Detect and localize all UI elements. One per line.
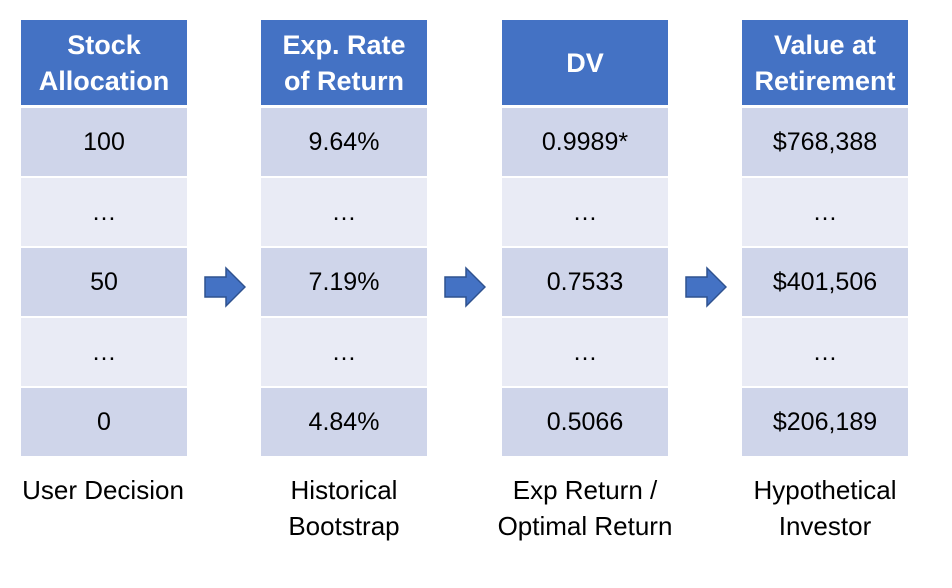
table-cell: …: [502, 178, 668, 248]
value-at-retirement-column: Value at Retirement $768,388 … $401,506 …: [742, 20, 908, 458]
column-header: DV: [502, 20, 668, 108]
table-cell: $401,506: [742, 248, 908, 318]
table-cell: …: [742, 178, 908, 248]
table-cell: 0.9989*: [502, 108, 668, 178]
table-cell: 50: [21, 248, 187, 318]
table-cell: …: [502, 318, 668, 388]
table-cell: 7.19%: [261, 248, 427, 318]
table-cell: …: [261, 318, 427, 388]
expected-return-column: Exp. Rate of Return 9.64% … 7.19% … 4.84…: [261, 20, 427, 458]
table-cell: …: [261, 178, 427, 248]
table-cell: …: [21, 178, 187, 248]
column-header: Value at Retirement: [742, 20, 908, 108]
column-header: Exp. Rate of Return: [261, 20, 427, 108]
dv-column: DV 0.9989* … 0.7533 … 0.5066: [502, 20, 668, 458]
table-cell: $206,189: [742, 388, 908, 458]
table-cell: 0.5066: [502, 388, 668, 458]
column-header: Stock Allocation: [21, 20, 187, 108]
right-arrow-icon: [444, 266, 486, 308]
column-caption: Historical Bootstrap: [288, 475, 400, 541]
column-caption: User Decision: [22, 475, 184, 505]
column-caption: Hypothetical Investor: [753, 475, 897, 541]
column-caption: Exp Return / Optimal Return: [497, 475, 673, 541]
right-arrow-icon: [685, 266, 727, 308]
table-cell: 4.84%: [261, 388, 427, 458]
stock-allocation-column: Stock Allocation 100 … 50 … 0: [21, 20, 187, 458]
table-cell: …: [21, 318, 187, 388]
table-cell: $768,388: [742, 108, 908, 178]
table-cell: 0.7533: [502, 248, 668, 318]
table-cell: 9.64%: [261, 108, 427, 178]
right-arrow-icon: [204, 266, 246, 308]
table-cell: 100: [21, 108, 187, 178]
table-cell: …: [742, 318, 908, 388]
table-cell: 0: [21, 388, 187, 458]
